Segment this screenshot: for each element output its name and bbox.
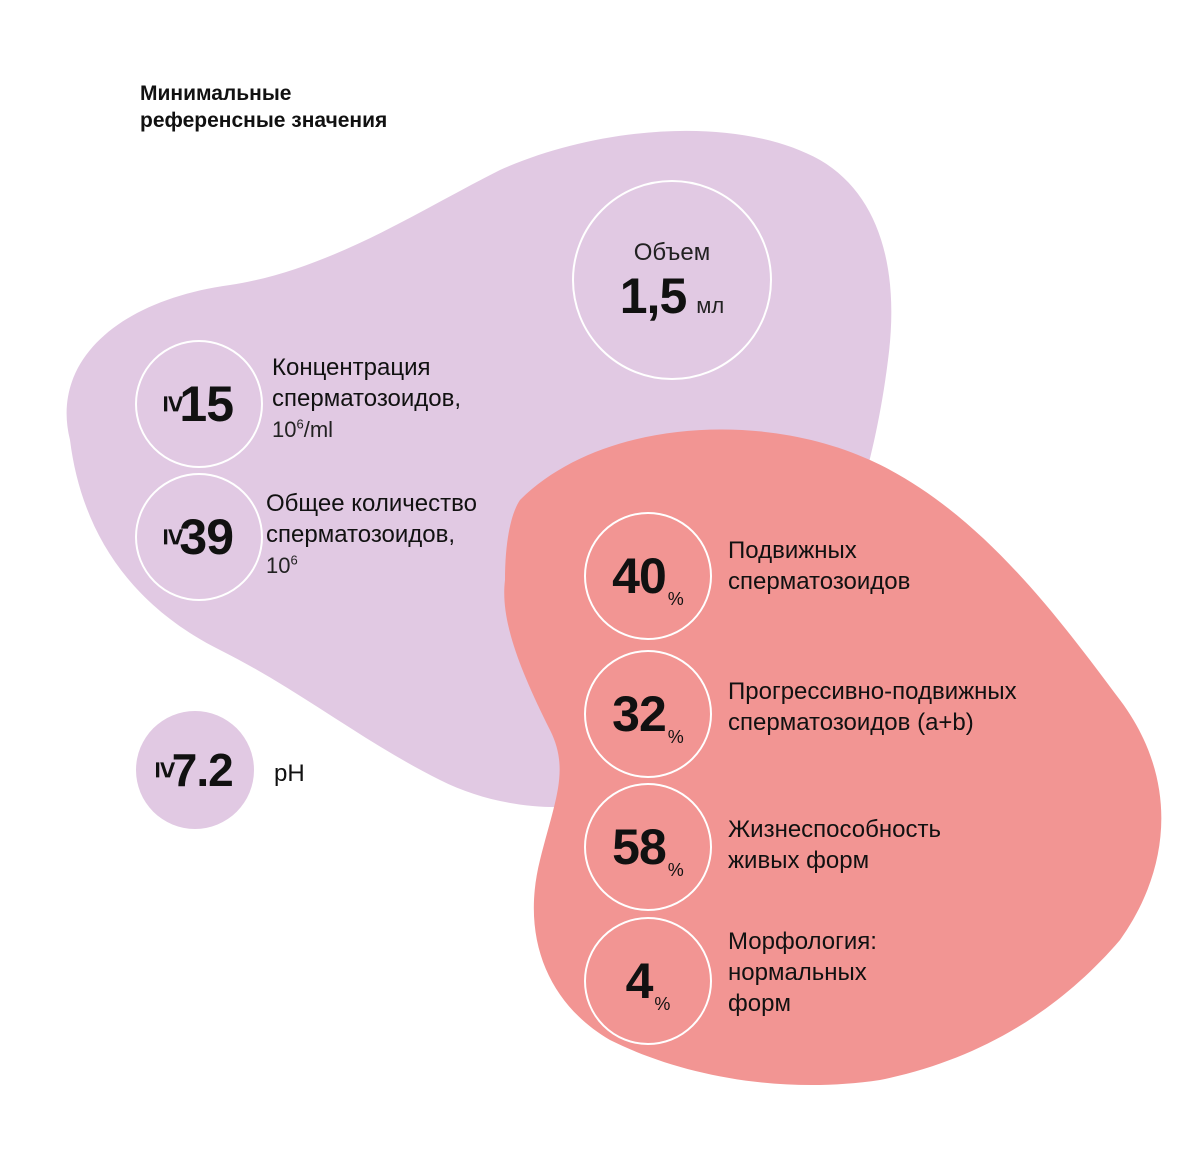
motility-label-line-1: Подвижных	[728, 537, 857, 564]
ph-value: 7.2	[171, 744, 234, 796]
morphology-label-line-1: Морфология:	[728, 928, 877, 955]
total-label-line-1: Общее количество	[266, 490, 477, 517]
concentration-unit-base: 10	[272, 417, 297, 442]
morphology-label-line-2: нормальных	[728, 959, 867, 986]
concentration-label-line-2: сперматозоидов,	[272, 385, 462, 412]
volume-label: Объем	[633, 239, 711, 266]
concentration-label-line-1: Концентрация	[272, 354, 431, 381]
morphology-value: 4	[625, 953, 654, 1009]
progressive-label-line-2: сперматозоидов (a+b)	[728, 709, 974, 736]
vitality-label-line-2: живых форм	[728, 847, 870, 874]
motility-value: 40	[612, 548, 667, 604]
total-label-line-2: сперматозоидов,	[266, 521, 456, 548]
total-unit-base: 10	[266, 553, 291, 578]
volume-value: 1,5	[619, 268, 688, 324]
total-label: Общее количество сперматозоидов, 106	[266, 488, 477, 581]
morphology-label-line-3: форм	[728, 990, 791, 1017]
concentration-circle: ≥ 15	[135, 340, 263, 468]
concentration-label: Концентрация сперматозоидов, 106/ml	[272, 352, 461, 445]
progressive-label-line-1: Прогрессивно-подвижных	[728, 678, 1017, 705]
total-unit-exp: 6	[290, 552, 298, 568]
concentration-unit-suffix: /ml	[303, 417, 334, 442]
vitality-label-line-1: Жизнеспособность	[728, 816, 941, 843]
motility-circle: 40 %	[584, 512, 712, 640]
motility-label-line-2: сперматозоидов	[728, 568, 911, 595]
concentration-unit-exp: 6	[296, 416, 304, 432]
morphology-circle: 4 %	[584, 917, 712, 1045]
title-line-2: референсные значения	[140, 109, 388, 132]
page-title: Минимальные референсные значения	[140, 80, 387, 134]
total-circle: ≥ 39	[135, 473, 263, 601]
concentration-unit: 106/ml	[272, 414, 461, 445]
progressive-label: Прогрессивно-подвижных сперматозоидов (a…	[728, 676, 1017, 738]
ph-label: pH	[274, 760, 305, 787]
vitality-unit: %	[667, 860, 684, 880]
motility-unit: %	[667, 589, 684, 609]
volume-circle: Объем 1,5 мл	[572, 180, 772, 380]
progressive-value: 32	[612, 686, 667, 742]
morphology-label: Морфология: нормальных форм	[728, 926, 877, 1019]
vitality-label: Жизнеспособность живых форм	[728, 814, 941, 876]
total-value: 39	[179, 509, 234, 565]
volume-unit: мл	[696, 293, 725, 318]
volume-value-group: 1,5 мл	[620, 271, 724, 321]
morphology-unit: %	[654, 994, 671, 1014]
total-sign: ≥	[157, 528, 191, 546]
title-line-1: Минимальные	[140, 82, 292, 105]
progressive-circle: 32 %	[584, 650, 712, 778]
motility-label: Подвижных сперматозоидов	[728, 535, 910, 597]
vitality-value: 58	[612, 819, 667, 875]
concentration-sign: ≥	[157, 395, 191, 413]
progressive-unit: %	[667, 727, 684, 747]
concentration-value: 15	[179, 376, 234, 432]
vitality-circle: 58 %	[584, 783, 712, 911]
ph-sign: ≥	[149, 761, 183, 779]
ph-circle: ≥ 7.2	[136, 711, 254, 829]
total-unit: 106	[266, 550, 477, 581]
